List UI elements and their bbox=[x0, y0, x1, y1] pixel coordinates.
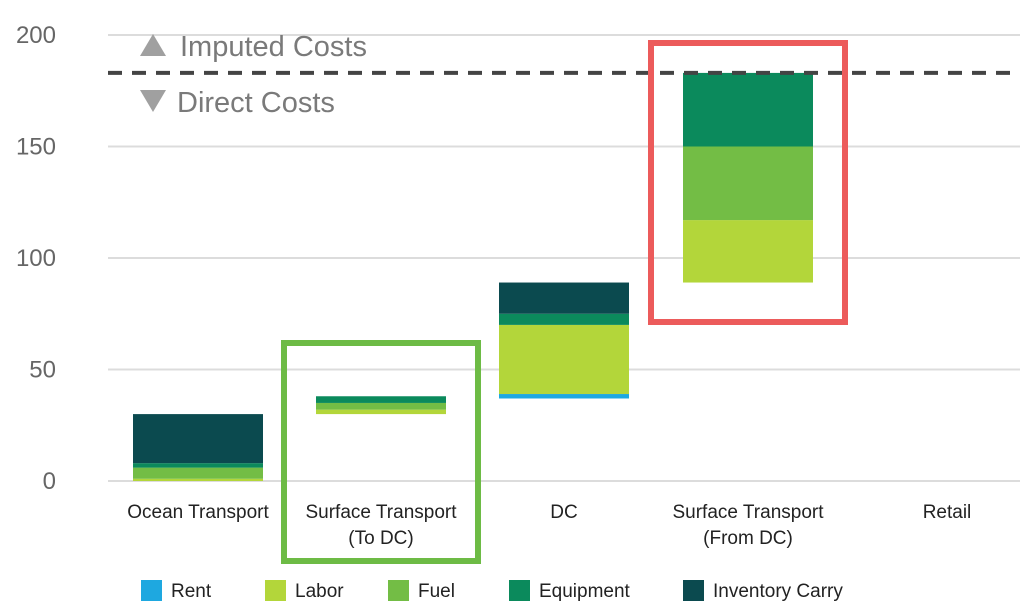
gridlines bbox=[108, 34, 1020, 482]
bar-segment bbox=[499, 282, 629, 314]
bar-segment bbox=[499, 394, 629, 399]
legend-label: Rent bbox=[171, 581, 212, 602]
legend-swatch bbox=[141, 580, 162, 601]
x-tick-label: Surface Transport bbox=[672, 502, 824, 523]
imputed-costs-label: Imputed Costs bbox=[180, 31, 367, 63]
highlight-box bbox=[281, 340, 481, 564]
direct-costs-label: Direct Costs bbox=[177, 87, 335, 119]
triangle-up-icon bbox=[140, 34, 166, 56]
bar-segment bbox=[499, 324, 629, 395]
highlight-boxes bbox=[281, 40, 848, 564]
x-tick-label: (To DC) bbox=[348, 528, 413, 549]
x-tick-label: Ocean Transport bbox=[127, 502, 269, 523]
y-tick-label: 150 bbox=[16, 134, 56, 161]
bar-segment bbox=[133, 463, 263, 468]
bar-segment bbox=[133, 467, 263, 479]
bar-segment bbox=[683, 146, 813, 221]
bar-segment bbox=[316, 396, 446, 403]
legend-label: Inventory Carry bbox=[713, 581, 843, 602]
x-tick-label: DC bbox=[550, 502, 577, 523]
bar-segment bbox=[683, 72, 813, 147]
legend-swatch bbox=[265, 580, 286, 601]
triangle-down-icon bbox=[140, 90, 166, 112]
bar-segment bbox=[133, 414, 263, 464]
x-tick-label: Retail bbox=[923, 502, 972, 523]
bar-segment bbox=[683, 220, 813, 283]
highlight-box bbox=[648, 40, 848, 325]
reference-line-group: Imputed Costs Direct Costs bbox=[108, 31, 1020, 119]
legend-label: Labor bbox=[295, 581, 344, 602]
x-tick-label: Surface Transport bbox=[305, 502, 457, 523]
y-tick-label: 200 bbox=[16, 22, 56, 49]
legend-swatch bbox=[509, 580, 530, 601]
y-tick-label: 100 bbox=[16, 245, 56, 272]
legend-swatch bbox=[683, 580, 704, 601]
y-axis-ticks: 0 50 100 150 200 bbox=[16, 22, 56, 495]
bar-segment bbox=[316, 402, 446, 410]
bar-segment bbox=[499, 313, 629, 325]
legend-label: Fuel bbox=[418, 581, 455, 602]
x-tick-label: (From DC) bbox=[703, 528, 793, 549]
bars bbox=[133, 72, 813, 481]
legend-swatch bbox=[388, 580, 409, 601]
y-tick-label: 0 bbox=[43, 468, 56, 495]
bar-segment bbox=[316, 409, 446, 415]
bar-segment bbox=[133, 478, 263, 481]
x-axis-labels: Ocean Transport Surface Transport (To DC) D… bbox=[127, 502, 971, 549]
y-tick-label: 50 bbox=[29, 357, 56, 384]
legend: Rent Labor Fuel Equipment Inventory Carry bbox=[141, 580, 843, 602]
legend-label: Equipment bbox=[539, 581, 631, 602]
